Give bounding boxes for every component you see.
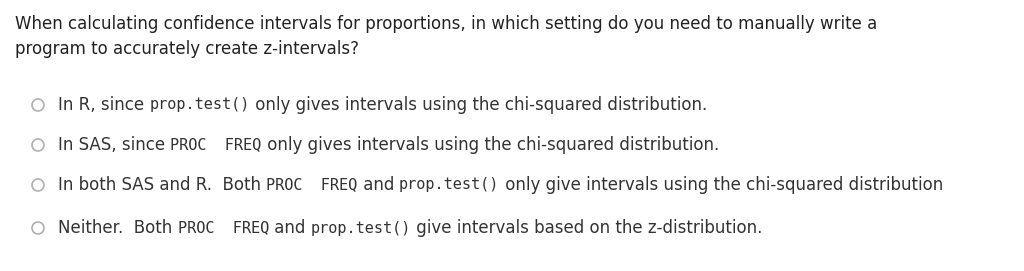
Text: only give intervals using the chi-squared distribution: only give intervals using the chi-square… [500, 176, 943, 194]
Text: PROC  FREQ: PROC FREQ [266, 178, 357, 192]
Text: Neither.  Both: Neither. Both [58, 219, 177, 237]
Text: and: and [268, 219, 310, 237]
Text: only gives intervals using the chi-squared distribution.: only gives intervals using the chi-squar… [250, 96, 707, 114]
Text: When calculating confidence intervals for proportions, in which setting do you n: When calculating confidence intervals fo… [15, 15, 878, 58]
Text: In R, since: In R, since [58, 96, 150, 114]
Text: PROC  FREQ: PROC FREQ [170, 137, 261, 153]
Text: and: and [357, 176, 399, 194]
Text: prop.test(): prop.test() [399, 178, 500, 192]
Text: prop.test(): prop.test() [150, 98, 250, 112]
Text: PROC  FREQ: PROC FREQ [177, 221, 268, 235]
Text: only gives intervals using the chi-squared distribution.: only gives intervals using the chi-squar… [261, 136, 719, 154]
Text: prop.test(): prop.test() [310, 221, 411, 235]
Text: In SAS, since: In SAS, since [58, 136, 170, 154]
Text: In both SAS and R.  Both: In both SAS and R. Both [58, 176, 266, 194]
Text: give intervals based on the z-distribution.: give intervals based on the z-distributi… [411, 219, 762, 237]
